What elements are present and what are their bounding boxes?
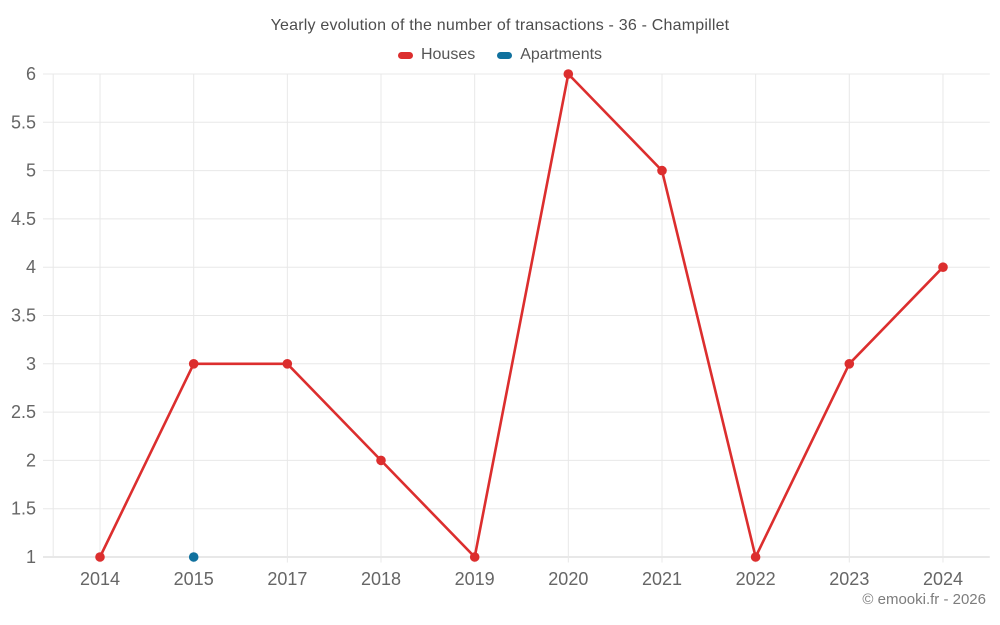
chart-legend: Houses Apartments	[0, 46, 1000, 64]
series-line-houses	[98, 72, 945, 559]
apartments-series-swatch	[497, 51, 513, 59]
x-tick-label: 2022	[736, 569, 776, 589]
y-tick-label: 6	[26, 64, 36, 84]
houses-series-swatch	[397, 51, 413, 59]
houses-point-2019[interactable]	[469, 552, 480, 562]
x-tick-label: 2018	[361, 569, 401, 589]
x-tick-label: 2017	[267, 569, 307, 589]
houses-point-2024[interactable]	[938, 262, 948, 273]
y-tick-label: 4	[26, 257, 36, 277]
legend-item-apartments[interactable]: Apartments	[497, 46, 602, 64]
houses-legend-label: Houses	[420, 46, 476, 63]
houses-point-2023[interactable]	[844, 359, 855, 369]
apartments-legend-label: Apartments	[520, 46, 603, 63]
y-tick-label: 1	[26, 547, 36, 567]
copyright-text: © emooki.fr - 2026	[862, 591, 986, 608]
x-tick-label: 2024	[923, 569, 963, 589]
y-tick-label: 2	[26, 450, 36, 470]
x-tick-label: 2023	[829, 569, 869, 589]
houses-point-2014[interactable]	[95, 552, 105, 562]
x-tick-label: 2014	[80, 569, 120, 589]
houses-point-2020[interactable]	[563, 69, 574, 79]
y-tick-label: 5	[26, 161, 36, 181]
houses-point-2018[interactable]	[376, 455, 386, 466]
y-tick-label: 5.5	[11, 112, 36, 132]
chart-title: Yearly evolution of the number of transa…	[270, 17, 730, 34]
y-tick-label: 1.5	[11, 499, 36, 519]
x-tick-label: 2015	[174, 569, 214, 589]
houses-point-2022[interactable]	[750, 552, 761, 562]
apartments-point-2015[interactable]	[188, 552, 199, 562]
y-tick-label: 3.5	[11, 306, 36, 326]
legend-item-houses[interactable]: Houses	[397, 46, 476, 64]
y-tick-label: 2.5	[11, 402, 36, 422]
x-tick-label: 2019	[455, 569, 495, 589]
y-tick-label: 3	[26, 354, 36, 374]
houses-point-2017[interactable]	[282, 359, 293, 369]
houses-point-2021[interactable]	[657, 165, 667, 176]
x-tick-label: 2020	[548, 569, 588, 589]
x-tick-label: 2021	[642, 569, 682, 589]
houses-point-2015[interactable]	[188, 359, 199, 369]
y-tick-label: 4.5	[11, 209, 36, 229]
